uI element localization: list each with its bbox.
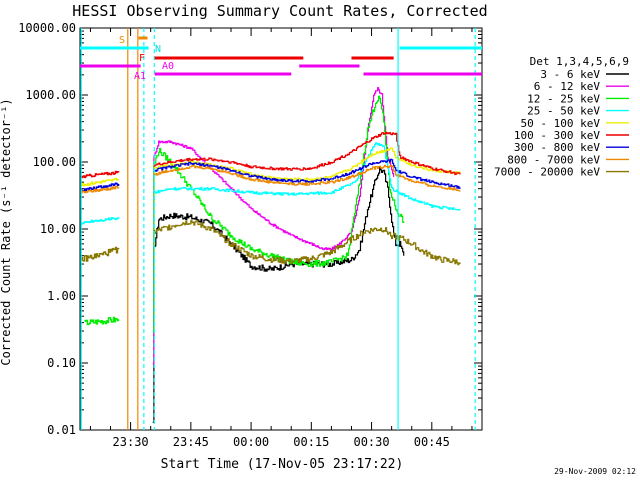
timestamp: 29-Nov-2009 02:12 bbox=[554, 467, 636, 476]
y-tick-label: 10000.00 bbox=[18, 21, 76, 35]
series-line-pre bbox=[80, 246, 120, 262]
y-tick-label: 1000.00 bbox=[25, 88, 76, 102]
legend-label: 6 - 12 keV bbox=[534, 80, 601, 93]
legend-label: 25 - 50 keV bbox=[527, 105, 600, 118]
legend-label: 300 - 800 keV bbox=[514, 141, 600, 154]
series-line-pre bbox=[80, 177, 120, 187]
state-label-n: N bbox=[155, 44, 161, 55]
legend-label: 12 - 25 keV bbox=[527, 92, 600, 105]
legend-label: 100 - 300 keV bbox=[514, 129, 600, 142]
y-tick-label: 100.00 bbox=[33, 155, 76, 169]
legend-label: 50 - 100 keV bbox=[521, 117, 601, 130]
state-label-s: S bbox=[119, 35, 125, 46]
series-line bbox=[152, 87, 395, 365]
y-tick-label: 10.00 bbox=[40, 222, 76, 236]
legend-title: Det 1,3,4,5,6,9 bbox=[530, 55, 629, 68]
x-tick-label: 23:30 bbox=[113, 435, 149, 449]
y-axis-label: Corrected Count Rate (s⁻¹ detector⁻¹) bbox=[0, 98, 13, 365]
legend-label: 800 - 7000 keV bbox=[507, 153, 600, 166]
x-tick-label: 00:45 bbox=[414, 435, 450, 449]
x-tick-label: 00:30 bbox=[353, 435, 389, 449]
series-line bbox=[153, 164, 461, 192]
series-line-pre bbox=[84, 316, 120, 326]
x-axis-label: Start Time (17-Nov-05 23:17:22) bbox=[161, 457, 404, 472]
state-label-a0: A0 bbox=[162, 61, 174, 72]
y-tick-label: 0.10 bbox=[47, 356, 76, 370]
chart-title: HESSI Observing Summary Count Rates, Cor… bbox=[72, 2, 487, 20]
series-line bbox=[153, 142, 461, 211]
x-tick-label: 23:45 bbox=[173, 435, 209, 449]
state-label-f: F bbox=[139, 53, 145, 64]
legend-label: 3 - 6 keV bbox=[540, 68, 600, 81]
y-tick-label: 1.00 bbox=[47, 289, 76, 303]
series-line bbox=[153, 220, 461, 266]
series-line bbox=[152, 95, 405, 333]
legend-label: 7000 - 20000 keV bbox=[494, 166, 600, 179]
series-line bbox=[153, 147, 461, 182]
series-line-pre bbox=[80, 217, 120, 226]
series-line bbox=[153, 131, 461, 176]
x-tick-label: 00:15 bbox=[293, 435, 329, 449]
series-line-pre bbox=[80, 182, 120, 192]
series-line-pre bbox=[80, 170, 120, 179]
y-tick-label: 0.01 bbox=[47, 423, 76, 437]
x-tick-label: 00:00 bbox=[233, 435, 269, 449]
series-line-pre bbox=[80, 185, 120, 194]
series-line bbox=[152, 166, 405, 423]
series-line bbox=[153, 158, 461, 189]
state-label-a1: A1 bbox=[134, 71, 146, 82]
